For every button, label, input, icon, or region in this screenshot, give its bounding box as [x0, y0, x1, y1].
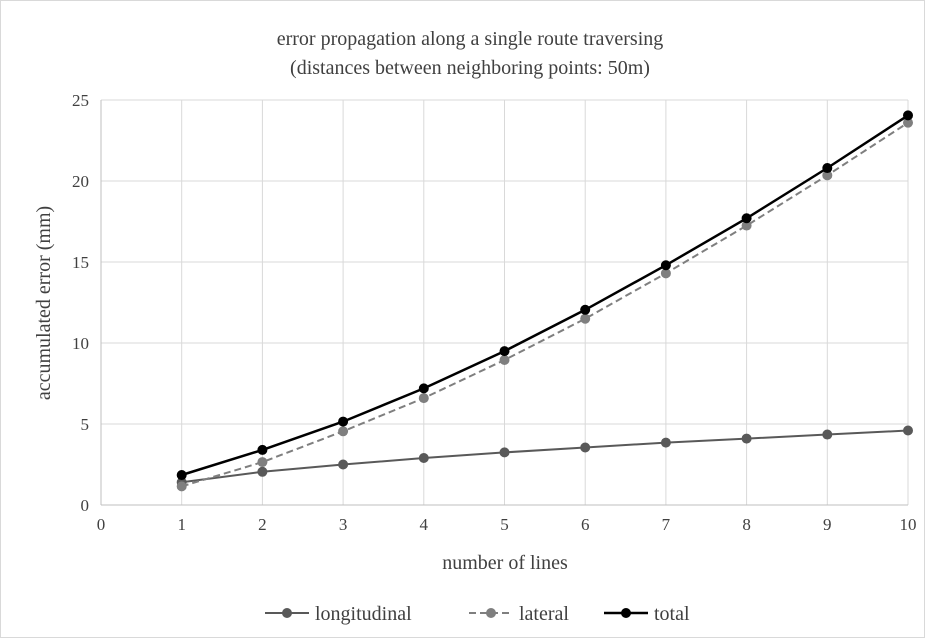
legend-marker-lateral — [486, 608, 496, 618]
data-point-longitudinal — [418, 453, 429, 464]
data-point-lateral — [499, 355, 510, 366]
series-line-total — [181, 114, 909, 477]
data-point-lateral — [176, 481, 187, 492]
legend-label-lateral: lateral — [519, 603, 569, 625]
chart-title: error propagation along a single route t… — [277, 28, 664, 50]
x-tick-label: 9 — [823, 515, 832, 534]
data-point-total — [418, 383, 429, 394]
data-point-lateral — [257, 457, 268, 468]
data-point-lateral — [903, 117, 913, 128]
data-point-total — [741, 213, 752, 224]
y-axis-label: accumulated error (mm) — [33, 206, 55, 400]
legend-label-longitudinal: longitudinal — [315, 603, 412, 625]
chart-subtitle: (distances between neighboring points: 5… — [290, 57, 650, 79]
data-point-lateral — [822, 170, 833, 181]
data-point-longitudinal — [822, 429, 833, 440]
data-point-longitudinal — [660, 437, 671, 448]
data-point-total — [580, 304, 591, 315]
y-tick-label: 5 — [81, 415, 90, 434]
x-tick-label: 2 — [258, 515, 267, 534]
data-point-lateral — [580, 313, 591, 324]
data-point-total — [338, 416, 349, 427]
x-tick-label: 10 — [900, 515, 917, 534]
data-point-lateral — [741, 220, 752, 231]
legend: longitudinal lateral total — [265, 603, 690, 625]
data-point-total — [903, 110, 913, 121]
data-point-longitudinal — [338, 459, 349, 470]
x-axis-label: number of lines — [442, 552, 568, 574]
y-tick-labels: 0 5 10 15 20 25 — [72, 91, 89, 515]
series-line-lateral — [181, 121, 909, 488]
legend-marker-longitudinal — [282, 608, 292, 618]
x-tick-label: 8 — [742, 515, 751, 534]
data-point-total — [176, 470, 187, 481]
data-point-longitudinal — [580, 442, 591, 453]
y-tick-label: 10 — [72, 334, 89, 353]
y-tick-label: 0 — [81, 496, 90, 515]
series-group — [176, 110, 913, 492]
legend-marker-total — [621, 608, 631, 618]
series-line-longitudinal — [181, 429, 909, 484]
x-tick-label: 0 — [97, 515, 106, 534]
x-tick-labels: 0 1 2 3 4 5 6 7 8 9 10 — [97, 515, 917, 534]
x-tick-label: 6 — [581, 515, 590, 534]
data-point-lateral — [338, 426, 349, 437]
y-tick-label: 15 — [72, 253, 89, 272]
x-tick-label: 3 — [339, 515, 348, 534]
data-point-total — [499, 346, 510, 357]
data-point-longitudinal — [499, 447, 510, 458]
legend-label-total: total — [654, 603, 690, 625]
data-point-total — [257, 444, 268, 455]
gridlines — [101, 99, 909, 505]
data-point-longitudinal — [741, 433, 752, 444]
y-tick-label: 20 — [72, 172, 89, 191]
x-tick-label: 4 — [420, 515, 429, 534]
data-point-lateral — [660, 268, 671, 279]
x-tick-label: 5 — [500, 515, 509, 534]
y-tick-label: 25 — [72, 91, 89, 110]
x-tick-label: 1 — [177, 515, 186, 534]
data-point-total — [660, 260, 671, 271]
data-point-longitudinal — [903, 425, 913, 436]
data-point-lateral — [418, 393, 429, 404]
data-point-total — [822, 163, 833, 174]
x-tick-label: 7 — [662, 515, 671, 534]
data-point-longitudinal — [257, 466, 268, 477]
axes — [100, 100, 908, 506]
